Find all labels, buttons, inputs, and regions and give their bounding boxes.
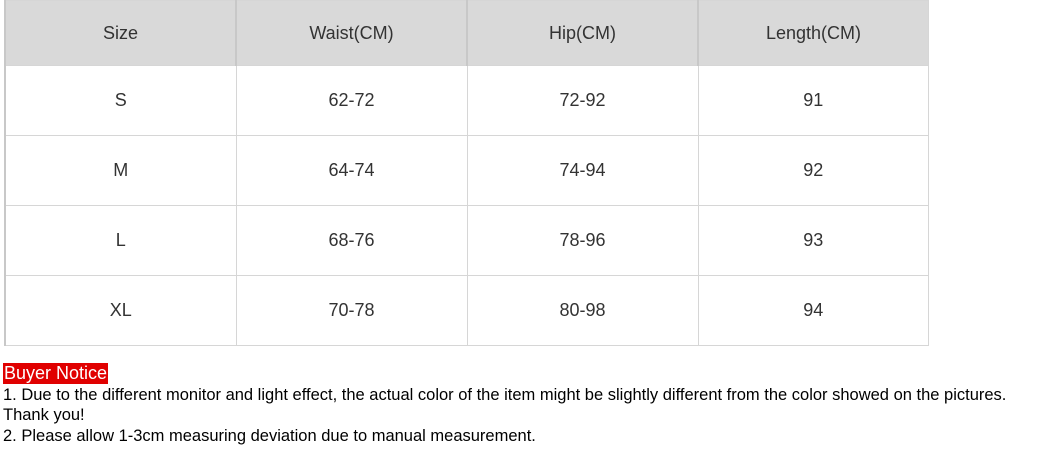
table-cell: 91 <box>697 65 929 136</box>
table-cell: M <box>4 135 237 206</box>
notice-line: 2. Please allow 1-3cm measuring deviatio… <box>3 426 536 445</box>
table-cell: 92 <box>697 135 929 206</box>
table-cell: 68-76 <box>235 205 468 276</box>
header-cell: Length(CM) <box>697 0 929 66</box>
table-row: M 64-74 74-94 92 <box>4 135 929 206</box>
table-cell: 74-94 <box>466 135 699 206</box>
table-row: L 68-76 78-96 93 <box>4 205 929 276</box>
table-cell: 62-72 <box>235 65 468 136</box>
buyer-notice: Buyer Notice 1. Due to the different mon… <box>3 363 1049 446</box>
header-cell: Hip(CM) <box>466 0 699 66</box>
table-cell: L <box>4 205 237 276</box>
table-cell: XL <box>4 275 237 346</box>
table-cell: 78-96 <box>466 205 699 276</box>
notice-title: Buyer Notice <box>3 363 109 384</box>
table-row: XL 70-78 80-98 94 <box>4 275 929 346</box>
size-table: Size Waist(CM) Hip(CM) Length(CM) S 62-72 72-… <box>4 0 929 346</box>
table-cell: 70-78 <box>235 275 468 346</box>
header-cell: Size <box>4 0 237 66</box>
table-header: Size Waist(CM) Hip(CM) Length(CM) <box>4 0 929 66</box>
header-row: Size Waist(CM) Hip(CM) Length(CM) <box>4 0 929 66</box>
notice-line: 1. Due to the different monitor and ligh… <box>3 385 1007 425</box>
header-cell: Waist(CM) <box>235 0 468 66</box>
table-cell: S <box>4 65 237 136</box>
table-body: S 62-72 72-92 91 M 64-74 74-94 92 L 68-76 78-96 93 X… <box>4 65 929 346</box>
table-cell: 64-74 <box>235 135 468 206</box>
table-row: S 62-72 72-92 91 <box>4 65 929 136</box>
table-cell: 93 <box>697 205 929 276</box>
table-cell: 72-92 <box>466 65 699 136</box>
notice-lines: 1. Due to the different monitor and ligh… <box>3 385 1049 447</box>
table-cell: 94 <box>697 275 929 346</box>
table-cell: 80-98 <box>466 275 699 346</box>
